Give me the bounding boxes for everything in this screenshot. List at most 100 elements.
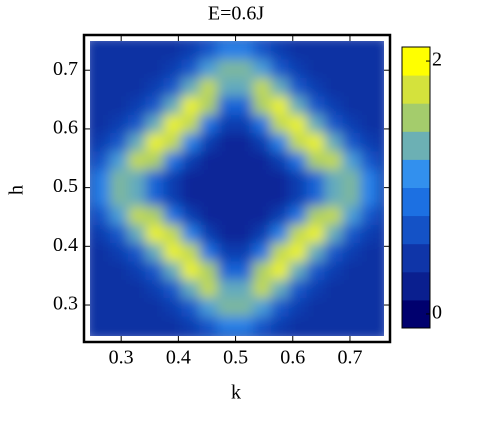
x-tick-label: 0.3 bbox=[109, 347, 134, 369]
heatmap-cell bbox=[127, 260, 147, 280]
heatmap-cell bbox=[217, 278, 237, 299]
heatmap-cell bbox=[92, 297, 111, 317]
heatmap-cell bbox=[306, 205, 326, 225]
heatmap-cell bbox=[163, 223, 183, 244]
heatmap-cell bbox=[252, 58, 272, 79]
heatmap-cell bbox=[109, 168, 129, 189]
heatmap-cell bbox=[199, 223, 219, 244]
heatmap-cell bbox=[92, 242, 111, 262]
heatmap-cell bbox=[163, 58, 183, 79]
heatmap-cell bbox=[306, 315, 326, 335]
heatmap-cell bbox=[360, 113, 380, 134]
heatmap-cell bbox=[252, 113, 272, 134]
heatmap-cell bbox=[288, 205, 308, 225]
heatmap-cell bbox=[235, 95, 254, 115]
heatmap-cell bbox=[252, 77, 272, 97]
heatmap-cell bbox=[109, 150, 129, 170]
heatmap-cell bbox=[181, 41, 201, 60]
heatmap-cell bbox=[163, 168, 183, 189]
heatmap-cell bbox=[270, 58, 290, 79]
heatmap-cell bbox=[306, 187, 326, 207]
heatmap-cell bbox=[270, 297, 290, 317]
heatmap-cell bbox=[217, 187, 237, 207]
heatmap-cell bbox=[127, 150, 147, 170]
heatmap-cell bbox=[360, 187, 380, 207]
heatmap bbox=[90, 41, 384, 336]
heatmap-cell bbox=[92, 187, 111, 207]
heatmap-cell bbox=[342, 223, 362, 244]
heatmap-cell bbox=[163, 132, 183, 152]
heatmap-cell bbox=[163, 260, 183, 280]
heatmap-cell bbox=[181, 58, 201, 79]
heatmap-cell bbox=[199, 315, 219, 335]
heatmap-cell bbox=[306, 95, 326, 115]
heatmap-cell bbox=[127, 113, 147, 134]
heatmap-cell bbox=[127, 41, 147, 60]
colorbar-swatch bbox=[402, 103, 430, 132]
heatmap-cell bbox=[92, 278, 111, 299]
heatmap-cell bbox=[306, 278, 326, 299]
heatmap-cell bbox=[92, 95, 111, 115]
heatmap-cell bbox=[217, 41, 237, 60]
heatmap-cell bbox=[270, 187, 290, 207]
heatmap-cell bbox=[181, 187, 201, 207]
heatmap-cell bbox=[145, 113, 165, 134]
heatmap-cell bbox=[270, 132, 290, 152]
heatmap-cell bbox=[217, 260, 237, 280]
heatmap-cell bbox=[109, 41, 129, 60]
heatmap-cell bbox=[163, 77, 183, 97]
heatmap-cell bbox=[342, 150, 362, 170]
heatmap-cell bbox=[145, 77, 165, 97]
heatmap-cell bbox=[109, 242, 129, 262]
heatmap-cell bbox=[324, 205, 344, 225]
heatmap-cell bbox=[235, 242, 254, 262]
heatmap-cell bbox=[127, 278, 147, 299]
heatmap-cell bbox=[217, 95, 237, 115]
heatmap-cell bbox=[342, 132, 362, 152]
heatmap-cell bbox=[360, 260, 380, 280]
heatmap-cell bbox=[163, 278, 183, 299]
heatmap-cell bbox=[145, 315, 165, 335]
heatmap-cell bbox=[199, 41, 219, 60]
x-tick-label: 0.4 bbox=[166, 347, 191, 369]
heatmap-cell bbox=[342, 168, 362, 189]
heatmap-cell bbox=[109, 297, 129, 317]
heatmap-cell bbox=[127, 95, 147, 115]
heatmap-cell bbox=[235, 150, 254, 170]
heatmap-cell bbox=[342, 58, 362, 79]
heatmap-cell bbox=[199, 150, 219, 170]
heatmap-cell bbox=[342, 205, 362, 225]
heatmap-cell bbox=[109, 278, 129, 299]
heatmap-cell bbox=[92, 41, 111, 60]
heatmap-cell bbox=[163, 297, 183, 317]
x-tick-label: 0.7 bbox=[337, 347, 362, 369]
heatmap-cells bbox=[90, 41, 384, 336]
y-tick-label: 0.7 bbox=[53, 58, 78, 80]
heatmap-cell bbox=[288, 113, 308, 134]
heatmap-cell bbox=[270, 278, 290, 299]
heatmap-cell bbox=[145, 41, 165, 60]
heatmap-cell bbox=[109, 223, 129, 244]
heatmap-cell bbox=[217, 168, 237, 189]
heatmap-cell bbox=[92, 315, 111, 335]
heatmap-cell bbox=[217, 132, 237, 152]
heatmap-cell bbox=[342, 41, 362, 60]
y-tick-label: 0.4 bbox=[53, 234, 78, 256]
heatmap-cell bbox=[324, 297, 344, 317]
colorbar-tick-label: 2 bbox=[432, 49, 442, 71]
heatmap-cell bbox=[288, 41, 308, 60]
heatmap-cell bbox=[199, 260, 219, 280]
heatmap-cell bbox=[199, 205, 219, 225]
heatmap-cell bbox=[270, 205, 290, 225]
x-tick-label: 0.6 bbox=[280, 347, 305, 369]
heatmap-cell bbox=[199, 95, 219, 115]
y-tick-label: 0.6 bbox=[53, 117, 78, 139]
heatmap-cell bbox=[288, 297, 308, 317]
heatmap-cell bbox=[199, 168, 219, 189]
heatmap-cell bbox=[181, 260, 201, 280]
heatmap-cell bbox=[252, 95, 272, 115]
heatmap-cell bbox=[235, 297, 254, 317]
heatmap-cell bbox=[306, 223, 326, 244]
heatmap-cell bbox=[306, 260, 326, 280]
